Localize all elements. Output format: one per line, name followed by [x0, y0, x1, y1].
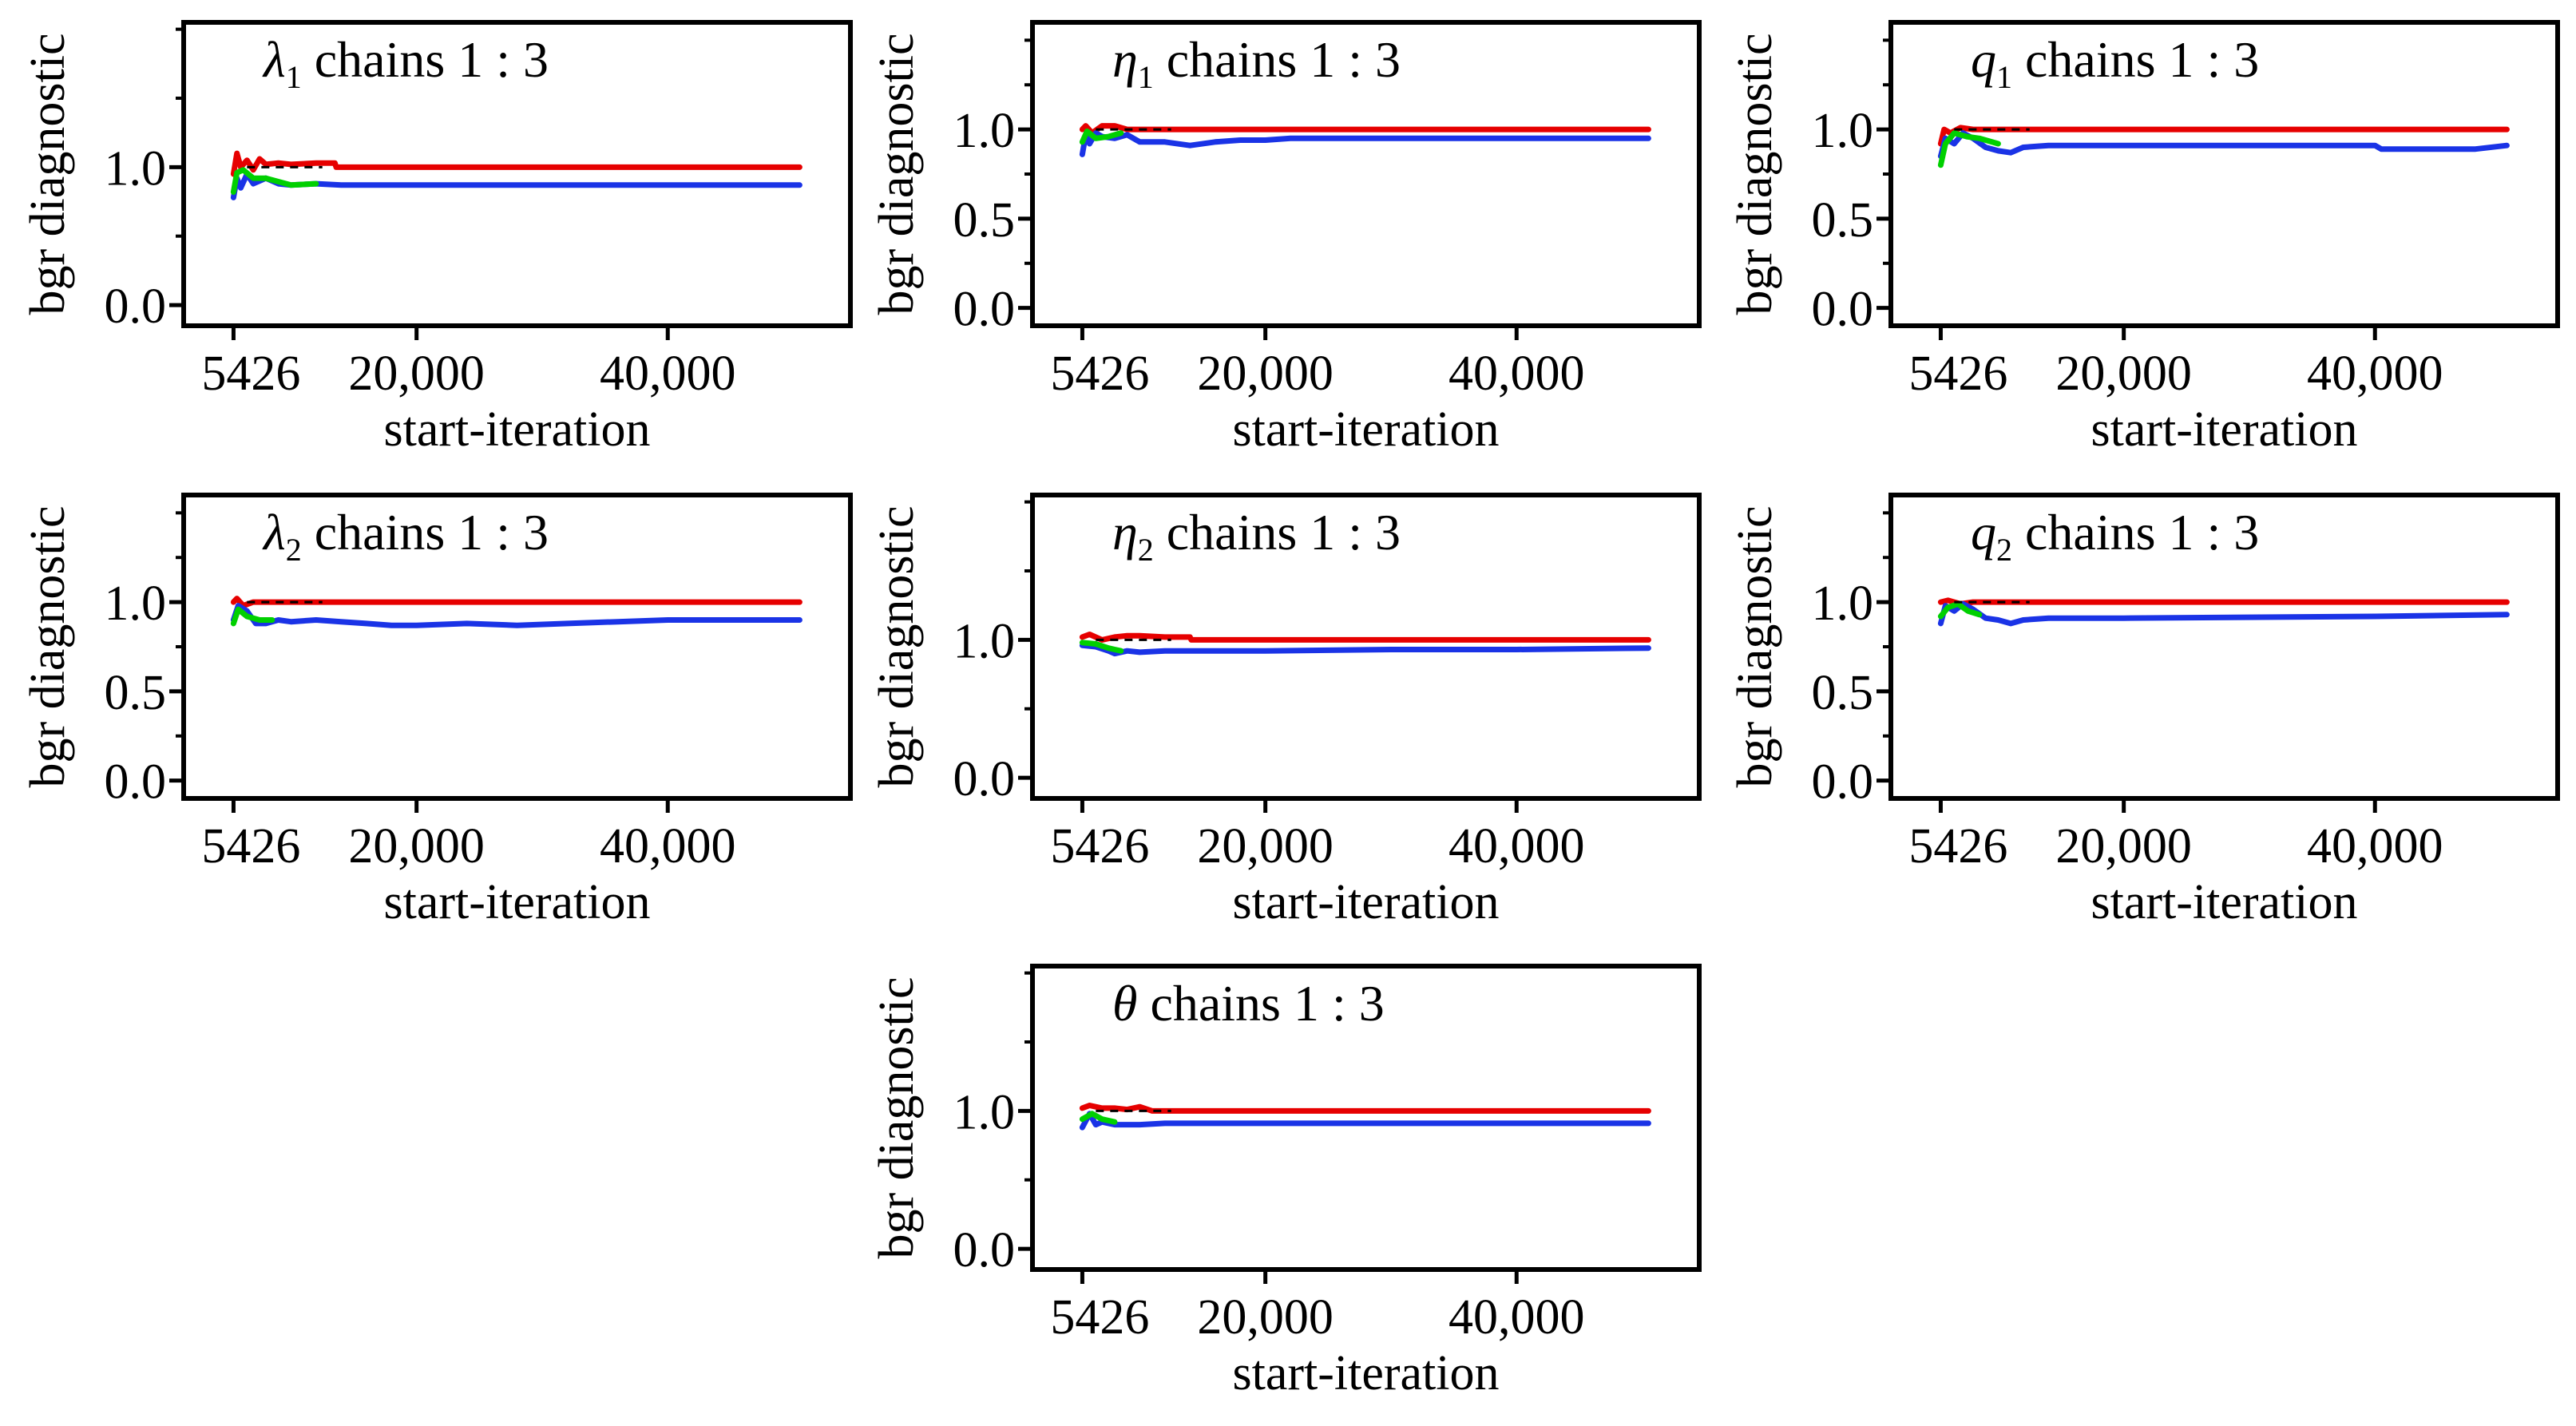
series-red	[1079, 632, 1651, 643]
series-green	[1079, 128, 1124, 145]
panel-title: q1 chains 1 : 3	[1971, 31, 2259, 95]
series-red	[230, 150, 803, 177]
chart-panel-3: q1 chains 1 : 3 0.0 0.5 1.0 5426 20,000 40,000…	[1728, 20, 2560, 457]
x-tick-label: 5426	[1050, 819, 1149, 873]
x-tick-label: 5426	[201, 347, 300, 401]
y-tick-label: 1.0	[953, 1085, 1016, 1139]
y-tick-label: 0.0	[1812, 283, 1874, 337]
series-red	[1937, 125, 2510, 147]
y-tick-label: 1.0	[1812, 104, 1874, 158]
series-red	[230, 596, 803, 609]
y-axis-label: bgr diagnostic	[1728, 34, 1782, 315]
panel-title: η1 chains 1 : 3	[1112, 31, 1401, 95]
y-tick-label: 0.0	[953, 283, 1016, 337]
series-green	[230, 167, 319, 195]
x-tick-label: 20,000	[2055, 819, 2192, 873]
series-green	[1937, 600, 1983, 620]
panel-title: η2 chains 1 : 3	[1112, 504, 1401, 568]
x-tick-label: 5426	[1908, 347, 2007, 401]
x-tick-label: 40,000	[1449, 347, 1585, 401]
x-axis-label: start-iteration	[384, 875, 651, 929]
series-red	[1937, 597, 2510, 607]
x-tick-label: 40,000	[1449, 819, 1585, 873]
y-axis-label: bgr diagnostic	[870, 977, 924, 1259]
plot-frame	[181, 20, 853, 328]
series-blue	[230, 603, 803, 628]
y-tick-label: 0.5	[105, 666, 167, 720]
y-tick-label: 1.0	[105, 576, 167, 631]
series-green	[230, 606, 275, 627]
series-red	[1079, 1103, 1651, 1114]
series-blue	[1079, 642, 1651, 657]
y-tick-label: 0.5	[953, 193, 1016, 248]
y-tick-label: 1.0	[1812, 576, 1874, 631]
x-tick-label: 20,000	[348, 347, 485, 401]
series-green	[1937, 130, 2001, 168]
y-tick-label: 0.5	[1812, 666, 1874, 720]
x-axis-label: start-iteration	[2091, 402, 2358, 457]
y-tick-label: 0.0	[105, 755, 167, 810]
chart-panel-2: η1 chains 1 : 3 0.0 0.5 1.0 5426 20,000 40,000…	[870, 20, 1702, 457]
x-tick-label: 40,000	[2307, 819, 2443, 873]
x-tick-label: 40,000	[1449, 1290, 1585, 1345]
x-tick-label: 20,000	[1197, 1290, 1334, 1345]
series-blue	[1937, 600, 2510, 627]
series-blue	[1937, 130, 2510, 160]
y-axis-label: bgr diagnostic	[870, 506, 924, 788]
x-tick-label: 5426	[1908, 819, 2007, 873]
x-axis-label: start-iteration	[1233, 875, 1500, 929]
plot-frame	[1030, 493, 1702, 801]
chart-panel-5: η2 chains 1 : 3 0.0 1.0 5426 20,000 40,000sta…	[870, 493, 1702, 929]
y-tick-label: 0.0	[953, 1223, 1016, 1277]
series-blue	[230, 171, 803, 200]
x-axis-label: start-iteration	[2091, 875, 2358, 929]
x-axis-label: start-iteration	[384, 402, 651, 457]
x-tick-label: 40,000	[2307, 347, 2443, 401]
x-tick-label: 5426	[201, 819, 300, 873]
chart-panel-7: θ chains 1 : 3 0.0 1.0 5426 20,000 40,000star…	[870, 964, 1702, 1400]
y-tick-label: 0.0	[953, 752, 1016, 806]
panel-title: λ1 chains 1 : 3	[262, 31, 549, 95]
panel-title: θ chains 1 : 3	[1112, 975, 1385, 1032]
y-tick-label: 1.0	[105, 141, 167, 196]
chart-panel-1: λ1 chains 1 : 3 0.0 1.0 5426 20,000 40,000sta…	[21, 20, 853, 457]
y-axis-label: bgr diagnostic	[1728, 506, 1782, 788]
x-tick-label: 20,000	[348, 819, 485, 873]
series-blue	[1079, 1111, 1651, 1131]
plot-frame	[1030, 964, 1702, 1272]
x-axis-label: start-iteration	[1233, 402, 1500, 457]
chart-panel-4: λ2 chains 1 : 3 0.0 0.5 1.0 5426 20,000 40,000…	[21, 493, 853, 929]
panel-title: q2 chains 1 : 3	[1971, 504, 2259, 568]
x-axis-label: start-iteration	[1233, 1346, 1500, 1400]
y-tick-label: 0.0	[1812, 755, 1874, 810]
y-axis-label: bgr diagnostic	[870, 34, 924, 315]
chart-panel-6: q2 chains 1 : 3 0.0 0.5 1.0 5426 20,000 40,000…	[1728, 493, 2560, 929]
x-tick-label: 40,000	[600, 347, 736, 401]
x-tick-label: 5426	[1050, 347, 1149, 401]
panel-title: λ2 chains 1 : 3	[262, 504, 549, 568]
series-green	[1079, 640, 1124, 654]
x-tick-label: 20,000	[1197, 347, 1334, 401]
x-tick-label: 5426	[1050, 1290, 1149, 1345]
y-tick-label: 0.5	[1812, 193, 1874, 248]
series-red	[1079, 123, 1651, 137]
x-tick-label: 20,000	[2055, 347, 2192, 401]
y-tick-label: 1.0	[953, 614, 1016, 668]
x-tick-label: 40,000	[600, 819, 736, 873]
y-tick-label: 1.0	[953, 104, 1016, 158]
y-tick-label: 0.0	[105, 279, 167, 334]
x-tick-label: 20,000	[1197, 819, 1334, 873]
series-blue	[1079, 130, 1651, 157]
y-axis-label: bgr diagnostic	[21, 34, 75, 315]
y-axis-label: bgr diagnostic	[21, 506, 75, 788]
series-green	[1079, 1111, 1118, 1125]
